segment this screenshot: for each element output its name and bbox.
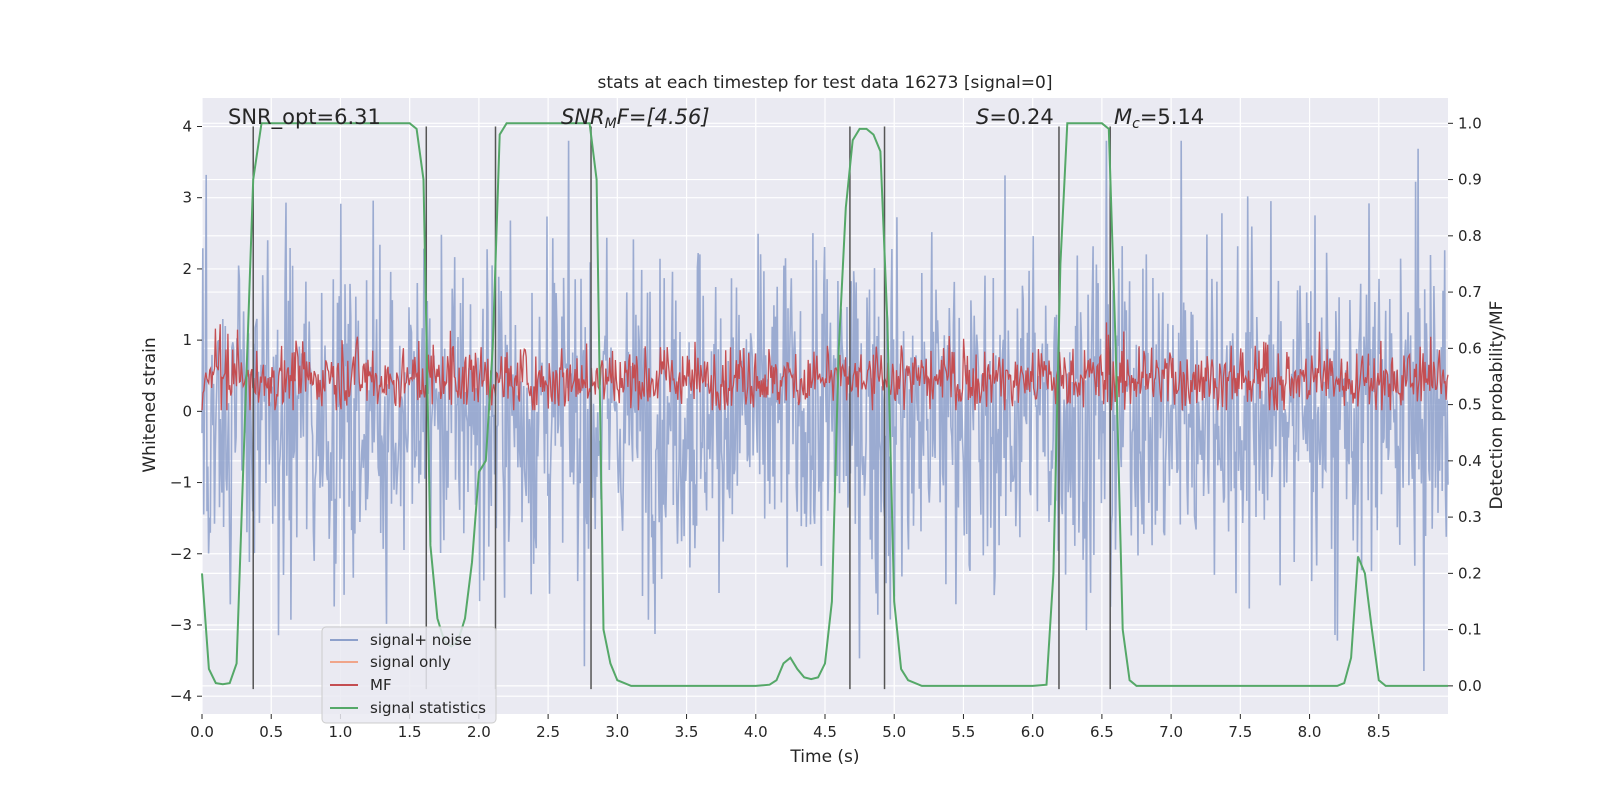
legend-entry-signal-statistics: signal statistics	[330, 699, 486, 717]
y-tick-label-right: 0.9	[1458, 171, 1482, 189]
x-tick-label: 5.5	[952, 723, 976, 741]
y-axis-label-right: Detection probability/MF	[1487, 301, 1507, 510]
x-tick-label: 1.0	[329, 723, 353, 741]
mf-line	[201, 322, 1449, 411]
x-tick-label: 3.5	[675, 723, 699, 741]
annotation-snr-mf: SNRMF=[4.56]	[561, 105, 710, 132]
x-tick-label: 1.5	[398, 723, 422, 741]
axes: 0.0 0.5 1.0 1.5 2.0 2.5 3.0 3.5 4.0 4.5 5.0 5.5 6.0 6…	[170, 114, 1482, 741]
y-tick-label-right: 0.4	[1458, 452, 1482, 470]
mf-series	[201, 322, 1449, 411]
y-tick-label-left: 2	[182, 260, 192, 278]
y-tick-label-right: 1.0	[1458, 114, 1482, 132]
y-axis-label-left: Whitened strain	[140, 337, 160, 472]
chart-title: stats at each timestep for test data 162…	[598, 73, 1053, 93]
legend-entry-signal-noise: signal+ noise	[330, 631, 472, 649]
y-tick-label-left: −2	[170, 545, 192, 563]
signal-noise-series	[201, 140, 1449, 672]
x-tick-label: 8.5	[1367, 723, 1391, 741]
x-tick-label: 6.0	[1021, 723, 1045, 741]
legend: signal+ noise signal only MF signal stat…	[321, 626, 497, 724]
y-tick-label-left: −1	[170, 474, 192, 492]
annotation-mc: Mc=5.14	[1114, 105, 1204, 132]
annotation-snr-opt: SNR_opt=6.31	[228, 105, 381, 130]
y-tick-label-left: −4	[170, 687, 192, 705]
y-tick-label-left: 3	[182, 189, 192, 207]
y-tick-label-left: 1	[182, 331, 192, 349]
y-tick-label-right: 0.1	[1458, 621, 1482, 639]
signal-noise-line	[201, 140, 1449, 672]
y-tick-label-right: 0.2	[1458, 564, 1482, 582]
x-tick-label: 8.0	[1298, 723, 1322, 741]
y-tick-label-right: 0.8	[1458, 227, 1482, 245]
y-tick-label-left: −3	[170, 616, 192, 634]
y-tick-label-left: 4	[182, 117, 192, 135]
x-tick-label: 4.5	[813, 723, 837, 741]
x-tick-label: 0.0	[190, 723, 214, 741]
legend-label: signal+ noise	[370, 631, 472, 649]
y-tick-label-right: 0.6	[1458, 339, 1482, 357]
annotation-s: S=0.24	[976, 105, 1054, 129]
x-tick-label: 2.5	[536, 723, 560, 741]
y-tick-label-right: 0.0	[1458, 677, 1482, 695]
y-tick-label-left: 0	[182, 402, 192, 420]
x-tick-label: 3.0	[605, 723, 629, 741]
y-tick-label-right: 0.5	[1458, 396, 1482, 414]
x-tick-label: 2.0	[467, 723, 491, 741]
signal-statistics-line	[201, 122, 1448, 687]
signal-statistics-series	[201, 122, 1448, 687]
vertical-markers	[252, 126, 1111, 690]
x-axis-label: Time (s)	[789, 747, 859, 767]
legend-label: MF	[370, 676, 392, 694]
legend-entry-signal-only: signal only	[330, 653, 451, 671]
x-tick-label: 7.5	[1228, 723, 1252, 741]
legend-label: signal only	[370, 653, 451, 671]
legend-box	[321, 626, 497, 724]
x-tick-label: 4.0	[744, 723, 768, 741]
legend-entry-mf: MF	[330, 676, 392, 694]
y-tick-label-right: 0.3	[1458, 508, 1482, 526]
x-tick-label: 6.5	[1090, 723, 1114, 741]
x-tick-label: 0.5	[259, 723, 283, 741]
x-tick-label: 5.0	[882, 723, 906, 741]
y-tick-label-right: 0.7	[1458, 283, 1482, 301]
x-tick-label: 7.0	[1159, 723, 1183, 741]
legend-label: signal statistics	[370, 699, 486, 717]
